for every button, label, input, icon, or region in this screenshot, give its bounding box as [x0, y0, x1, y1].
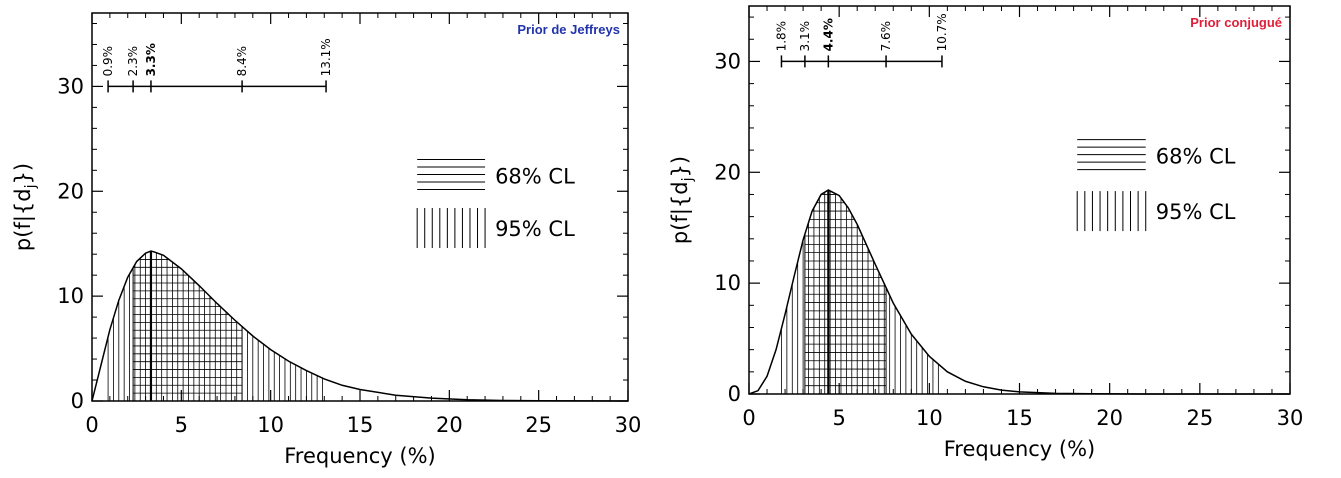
legend-95-label: 95% CL	[1156, 200, 1236, 224]
ci-value-label: 2.3%	[126, 46, 140, 77]
ci-value-label: 3.3%	[144, 43, 158, 76]
x-tick-label: 5	[832, 406, 845, 430]
ci-value-label: 7.6%	[879, 21, 893, 52]
posterior-curve	[748, 189, 1290, 395]
x-tick-label: 10	[916, 406, 943, 430]
chart-panel-2: 0 5 10 15 20 25 30 0 10 20 30 Frequency (%) p(f|{dj}…	[668, 5, 1304, 461]
y-axis-title: p(f|{dj})	[668, 156, 696, 244]
ci-value-label: 1.8%	[774, 21, 788, 52]
y-tick-label: 20	[714, 160, 741, 184]
hatching-95	[107, 251, 323, 401]
x-tick-label: 5	[175, 413, 188, 437]
y-tick-label: 10	[714, 271, 741, 295]
chart-panel-1: 0 5 10 15 20 25 30 0 10 20 30 Frequency (%) p(f|{dj}…	[11, 12, 642, 468]
posterior-curve	[91, 250, 629, 402]
x-tick-label: 15	[347, 413, 374, 437]
legend: 68% CL 95% CL	[416, 159, 575, 248]
x-tick-label: 30	[615, 413, 642, 437]
x-tick-label: 25	[1186, 406, 1213, 430]
x-tick-label: 20	[1096, 406, 1123, 430]
x-tick-label: 30	[1277, 406, 1304, 430]
legend: 68% CL 95% CL	[1076, 139, 1236, 232]
x-tick-label: 0	[742, 406, 755, 430]
ci-value-label: 4.4%	[821, 18, 835, 51]
x-axis-title: Frequency (%)	[284, 444, 436, 468]
panel-title: Prior conjugué	[1190, 15, 1282, 30]
x-tick-label: 25	[525, 413, 552, 437]
ci-value-label: 13.1%	[319, 38, 333, 76]
ci-value-label: 8.4%	[235, 46, 249, 77]
y-tick-label: 10	[57, 284, 84, 308]
y-tick-label: 20	[57, 179, 84, 203]
x-tick-label: 20	[436, 413, 463, 437]
ci-value-label: 0.9%	[101, 46, 115, 77]
y-axis-title: p(f|{dj})	[11, 163, 39, 251]
hatching-68	[804, 194, 887, 387]
x-tick-label: 15	[1006, 406, 1033, 430]
legend-68-label: 68% CL	[495, 165, 575, 189]
y-tick-label: 0	[71, 389, 84, 413]
panel-title: Prior de Jeffreys	[517, 22, 620, 37]
x-tick-label: 10	[257, 413, 284, 437]
y-tick-label: 30	[57, 74, 84, 98]
x-tick-label: 0	[85, 413, 98, 437]
y-tick-label: 0	[728, 382, 741, 406]
ci-value-label: 3.1%	[798, 21, 812, 52]
y-tick-label: 30	[714, 49, 741, 73]
ci-value-label: 10.7%	[935, 13, 949, 51]
x-axis-title: Frequency (%)	[944, 437, 1096, 461]
legend-95-label: 95% CL	[495, 217, 575, 241]
legend-68-label: 68% CL	[1156, 145, 1236, 169]
